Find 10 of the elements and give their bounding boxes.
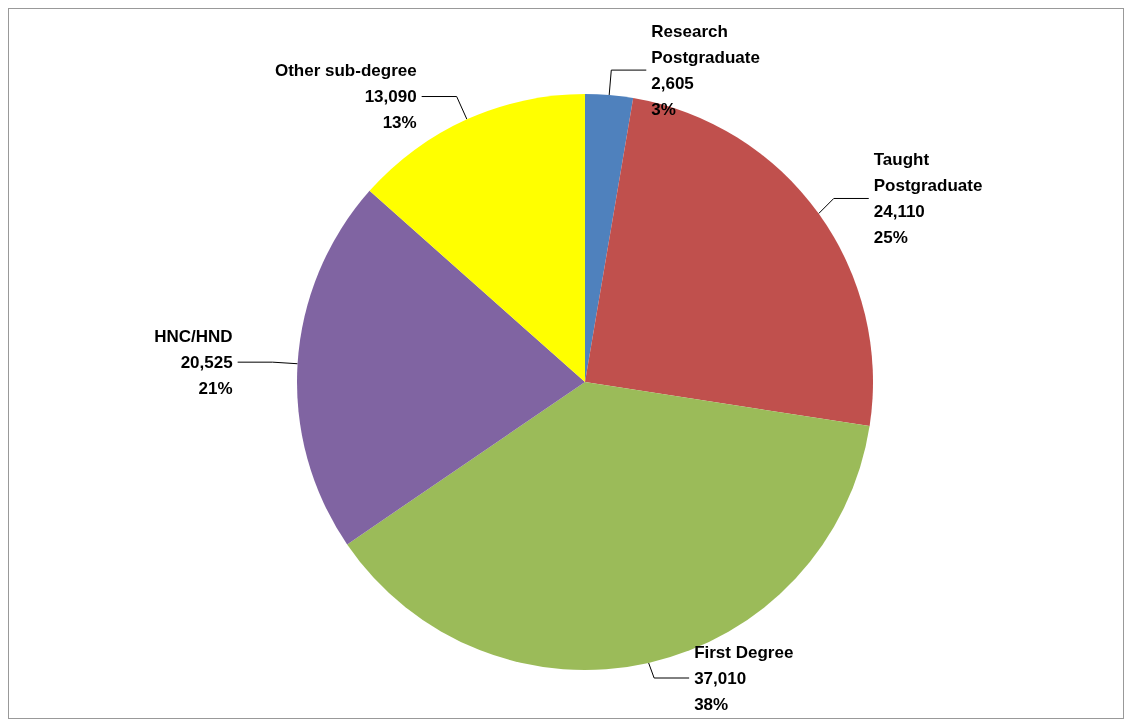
- slice-label: Research Postgraduate: [651, 21, 760, 67]
- data-label: 13,090 13%: [364, 87, 417, 133]
- data-label: 2,605 3%: [651, 73, 694, 119]
- slice-label: HNC/HND: [154, 326, 233, 346]
- slice-label: Taught Postgraduate: [873, 149, 983, 195]
- data-label: 37,010 38%: [694, 668, 747, 714]
- slice-label: First Degree: [694, 642, 794, 662]
- slice-label: Other sub-degree: [274, 61, 417, 81]
- data-label: 24,110 25%: [873, 201, 925, 247]
- data-label: 20,525 21%: [180, 352, 233, 398]
